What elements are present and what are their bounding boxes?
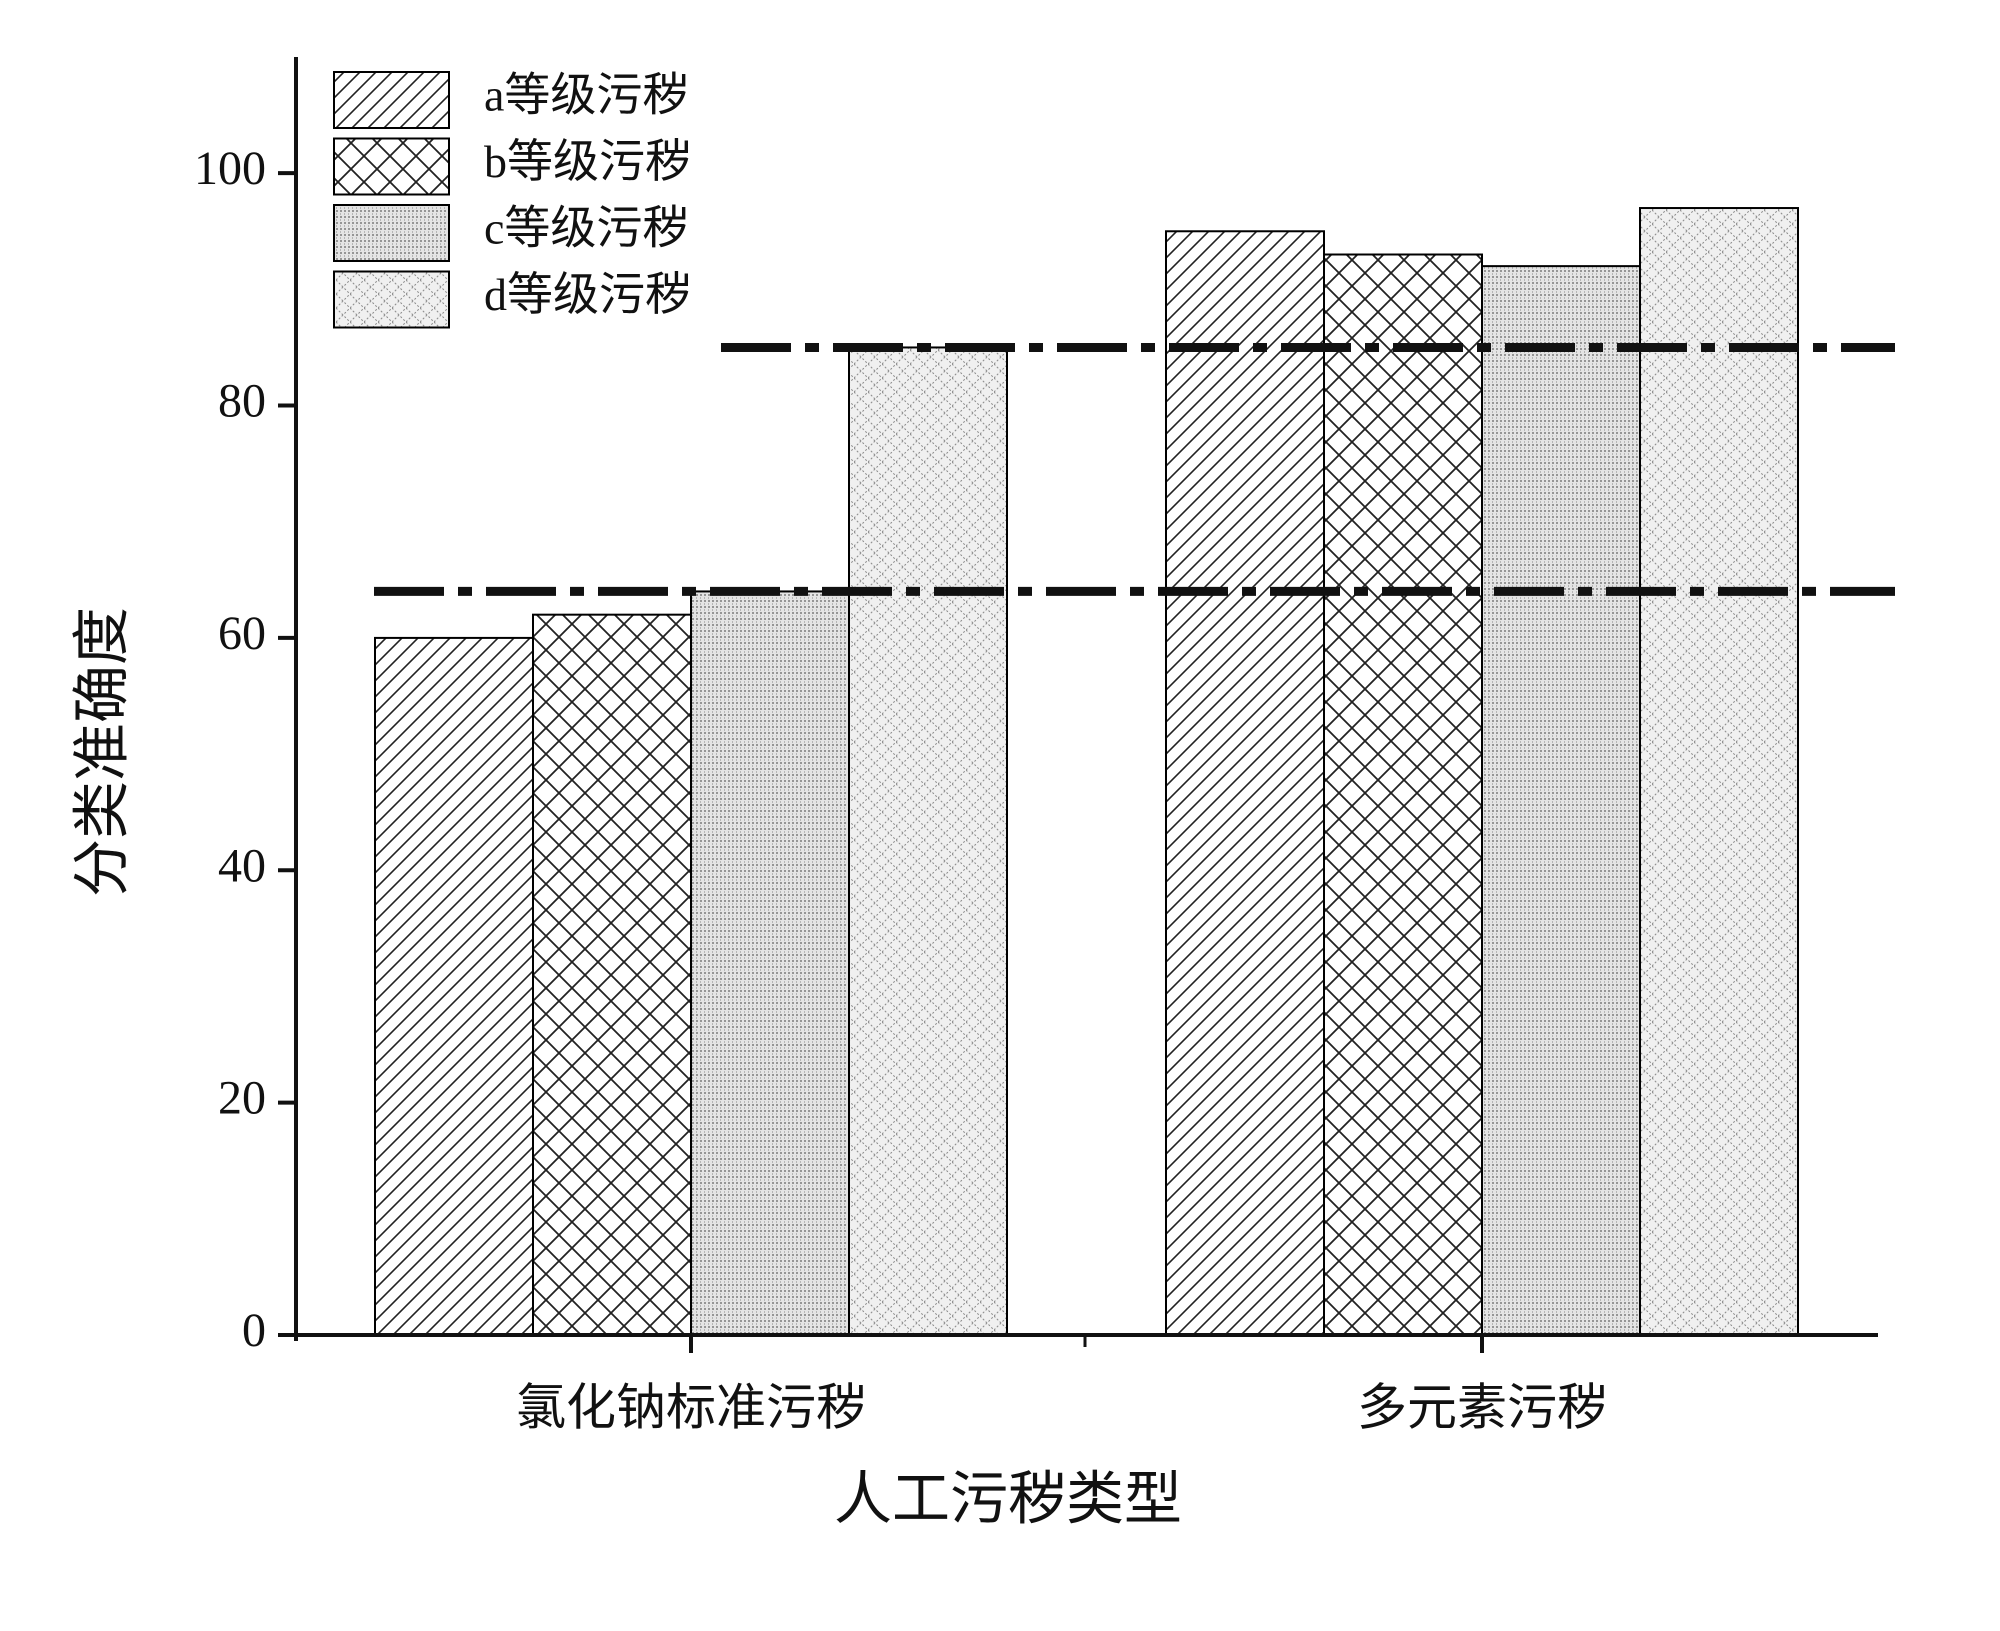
legend-label: b等级污秽 [484, 136, 691, 187]
bar [1639, 207, 1799, 1336]
legend-label: c等级污秽 [484, 203, 688, 254]
legend-swatch [333, 71, 450, 129]
legend-swatch [333, 204, 450, 262]
x-tick-label: 氯化钠标准污秽 [516, 1379, 866, 1435]
y-tick-label: 40 [218, 839, 266, 892]
y-tick-label: 0 [242, 1304, 266, 1357]
legend-label: a等级污秽 [484, 70, 688, 121]
bar [1323, 253, 1483, 1337]
y-tick-label: 60 [218, 607, 266, 660]
y-tick-label: 100 [194, 142, 266, 195]
bar [374, 636, 534, 1336]
legend-swatch [333, 137, 450, 196]
legend-label: d等级污秽 [484, 269, 691, 320]
x-axis-title: 人工污秽类型 [834, 1466, 1182, 1531]
bar [690, 590, 850, 1336]
y-axis-title: 分类准确度 [69, 607, 134, 897]
legend-swatch [333, 270, 450, 329]
y-tick-label: 20 [218, 1072, 266, 1125]
x-tick-label: 多元素污秽 [1357, 1379, 1607, 1435]
bar [848, 346, 1008, 1337]
bar [1481, 265, 1641, 1336]
bar [1165, 230, 1325, 1337]
y-tick-label: 80 [218, 375, 266, 428]
bar [532, 613, 692, 1336]
